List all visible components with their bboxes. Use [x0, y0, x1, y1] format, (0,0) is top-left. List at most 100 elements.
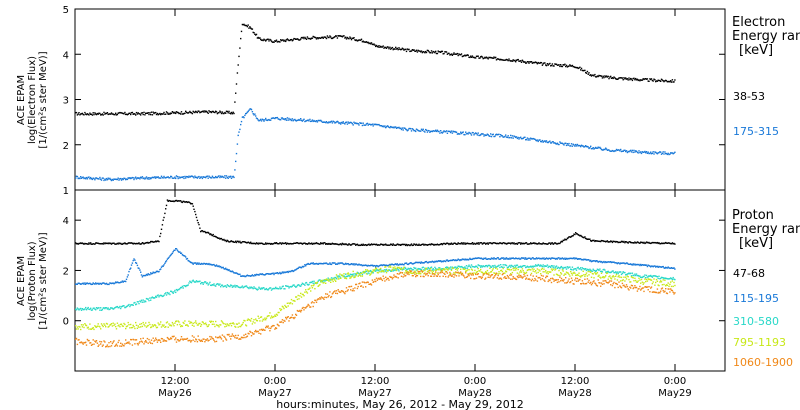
data-point [616, 262, 619, 265]
data-point [666, 284, 669, 286]
data-point [372, 272, 374, 274]
data-point [95, 177, 98, 179]
data-point [480, 266, 482, 268]
data-point [480, 257, 482, 260]
data-point [520, 136, 522, 138]
data-point [521, 59, 524, 61]
data-point [504, 276, 506, 278]
data-point [581, 236, 584, 238]
data-point [142, 299, 144, 301]
data-point [95, 242, 98, 244]
data-point [391, 268, 394, 271]
data-point [183, 285, 185, 287]
data-point [150, 272, 152, 274]
data-point [575, 257, 577, 259]
data-point [119, 305, 121, 308]
data-point [210, 233, 212, 235]
data-point [78, 309, 80, 311]
data-point [449, 259, 451, 262]
data-point [178, 288, 180, 291]
data-point [456, 259, 459, 261]
data-point [252, 321, 254, 323]
data-point [615, 275, 617, 277]
data-point [75, 112, 77, 114]
data-point [441, 271, 444, 274]
data-point [660, 276, 663, 279]
data-point [112, 242, 114, 244]
data-point [629, 150, 631, 152]
data-point [219, 176, 221, 179]
data-point [327, 36, 329, 39]
data-point [94, 112, 96, 114]
data-point [368, 265, 370, 267]
data-point [470, 55, 472, 57]
data-point [525, 138, 528, 141]
data-point [108, 308, 110, 311]
data-point [377, 269, 379, 272]
data-point [165, 261, 167, 263]
data-point [267, 315, 269, 317]
data-point [160, 294, 162, 297]
data-point [435, 261, 437, 263]
data-point [90, 283, 93, 286]
data-point [196, 219, 199, 222]
data-point [318, 298, 320, 300]
data-point [481, 276, 484, 278]
data-point [327, 279, 329, 281]
data-point [355, 243, 358, 246]
data-point [522, 276, 524, 278]
data-point [612, 150, 614, 152]
data-point [542, 258, 544, 260]
data-point [633, 149, 635, 152]
data-point [503, 242, 505, 244]
data-point [262, 119, 264, 121]
data-point [90, 178, 93, 180]
data-point [625, 241, 627, 243]
data-point [275, 313, 278, 315]
data-point [174, 289, 176, 292]
data-point [231, 333, 234, 335]
data-point [307, 119, 309, 121]
data-point [417, 244, 419, 246]
data-point [207, 263, 209, 266]
data-point [436, 268, 439, 270]
data-point [663, 80, 665, 83]
data-point [163, 175, 165, 178]
data-point [175, 177, 177, 180]
data-point [112, 308, 114, 310]
data-point [237, 286, 239, 288]
data-point [300, 284, 303, 286]
data-point [360, 285, 363, 287]
data-point [192, 339, 194, 341]
data-point [423, 51, 425, 53]
data-point [593, 148, 595, 150]
data-point [276, 314, 279, 316]
data-point [645, 241, 648, 243]
data-point [298, 266, 300, 269]
data-point [456, 243, 459, 245]
data-point [550, 277, 552, 280]
data-point [230, 325, 233, 327]
data-point [238, 131, 240, 133]
data-point [261, 242, 264, 245]
data-point [450, 274, 452, 276]
data-point [616, 78, 619, 80]
data-point [510, 242, 513, 244]
data-point [256, 37, 259, 39]
data-point [663, 283, 665, 286]
data-point [504, 257, 506, 259]
data-point [142, 242, 144, 244]
data-point [393, 264, 395, 266]
data-point [669, 242, 671, 245]
data-point [410, 262, 412, 264]
data-point [495, 258, 498, 260]
data-point [546, 271, 549, 273]
data-point [525, 278, 527, 280]
data-point [272, 316, 274, 318]
data-point [83, 243, 85, 245]
data-point [151, 296, 154, 298]
data-point [313, 243, 315, 245]
data-point [581, 258, 584, 261]
data-point [341, 262, 344, 264]
data-point [275, 242, 277, 245]
